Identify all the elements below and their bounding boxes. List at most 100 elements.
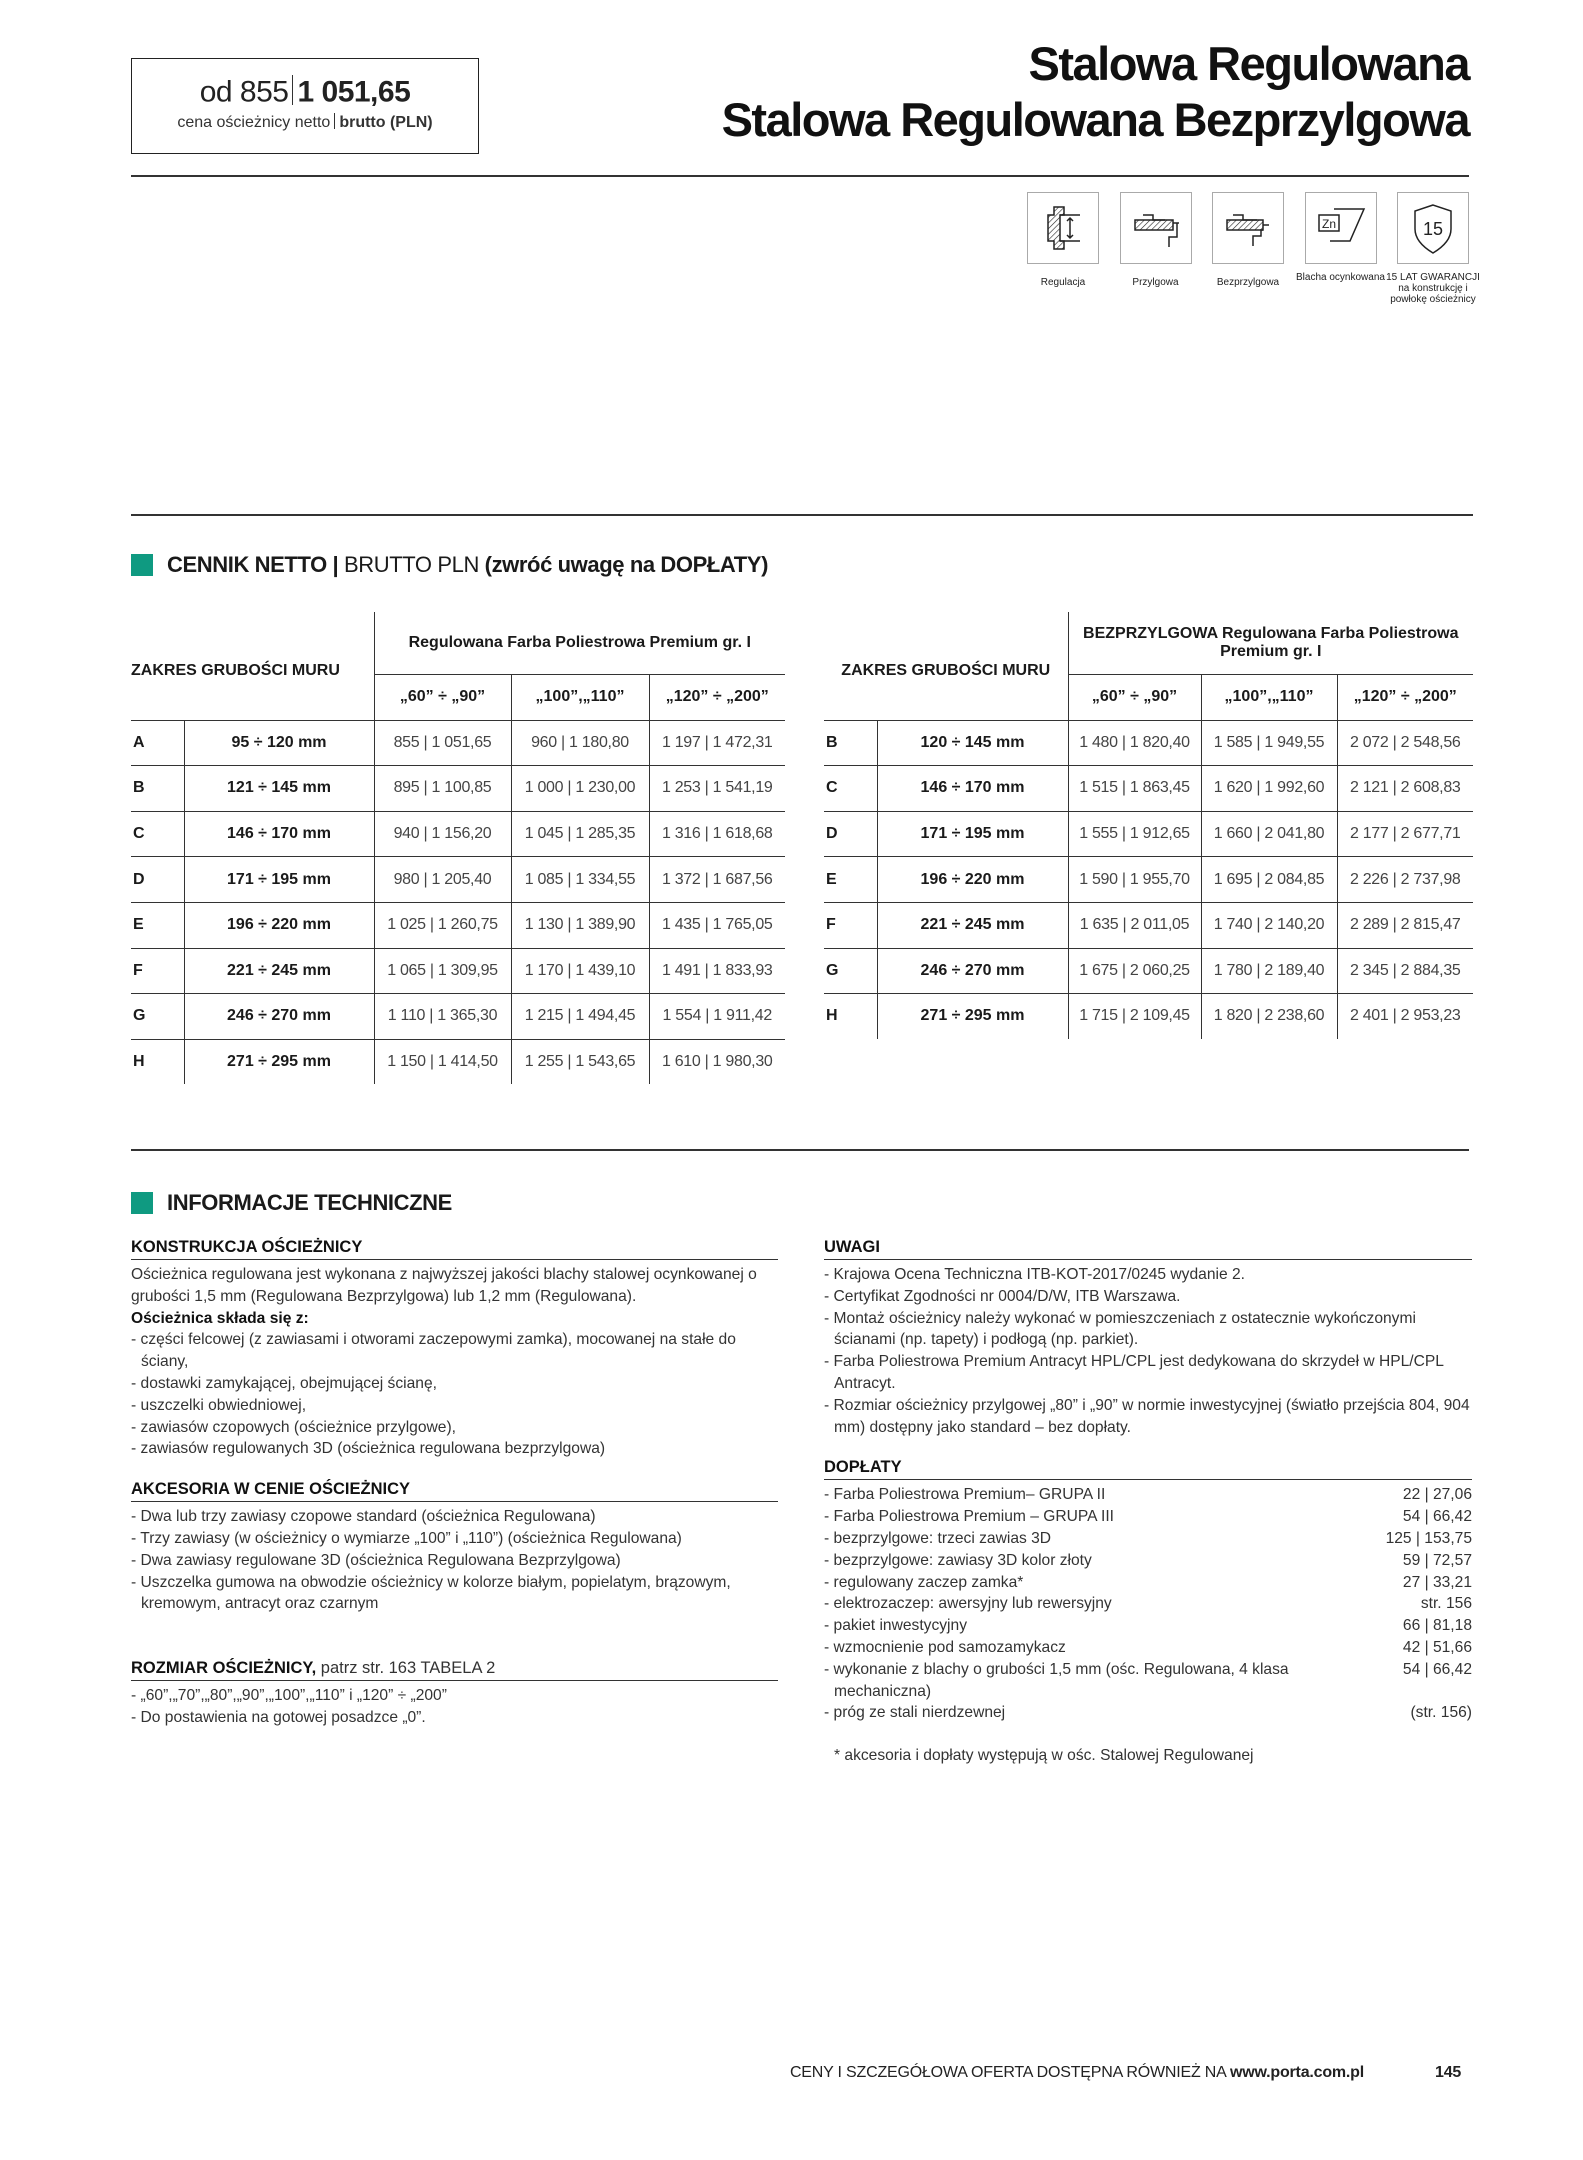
svg-text:Zn: Zn [1321, 217, 1335, 231]
surcharge-name: - elektrozaczep: awersyjny lub rewersyjn… [824, 1595, 1112, 1613]
rebated-frame-icon [1119, 192, 1192, 264]
surcharge-price: 54 | 66,42 [1402, 1508, 1472, 1526]
column-header: „60” ÷ „90” [1067, 674, 1201, 721]
price-cell: 1 045 | 1 285,35 [511, 811, 650, 858]
list-item: - zawiasów czopowych (ościeżnice przylgo… [131, 1418, 456, 1436]
row-code: G [824, 948, 878, 995]
surcharge-price: (str. 156) [1410, 1704, 1472, 1722]
row-range: 120 ÷ 145 mm [877, 720, 1069, 767]
price-cell: 1 660 | 2 041,80 [1201, 811, 1338, 858]
table-row: H 271 ÷ 295 mm 1 150 | 1 414,50 1 255 | 1 5… [131, 1039, 785, 1085]
feature-label: Przylgowa [1132, 277, 1179, 288]
table-row: B 121 ÷ 145 mm 895 | 1 100,85 1 000 | 1 230… [131, 765, 785, 812]
warranty-shield-icon: 15 [1397, 192, 1469, 264]
surcharge-row: - elektrozaczep: awersyjny lub rewersyjn… [824, 1593, 1472, 1615]
column-header: „120” ÷ „200” [1336, 674, 1473, 721]
price-cell: 1 555 | 1 912,65 [1068, 811, 1202, 858]
tech-right-column: UWAGI - Krajowa Ocena Techniczna ITB-KOT… [824, 1236, 1472, 1767]
list-item: - Uszczelka gumowa na obwodzie ościeżnic… [131, 1573, 731, 1613]
price-cell: 2 226 | 2 737,98 [1337, 856, 1473, 903]
feature-label: Bezprzylgowa [1216, 277, 1280, 288]
doplaty-footnote: * akcesoria i dopłaty występują w ośc. S… [834, 1747, 1254, 1765]
list-item: - Krajowa Ocena Techniczna ITB-KOT-2017/… [824, 1266, 1245, 1283]
table-row: G 246 ÷ 270 mm 1 110 | 1 365,30 1 215 | 1 4… [131, 993, 785, 1040]
footer-label: CENY I SZCZEGÓŁOWA OFERTA DOSTĘPNA RÓWNI… [789, 2064, 1230, 2081]
price-table: ZAKRES GRUBOŚCI MURU Regulowana Farba Pol… [131, 612, 785, 1085]
row-range: 246 ÷ 270 mm [877, 948, 1069, 995]
surcharge-row: - bezprzylgowe: zawiasy 3D kolor złoty 59… [824, 1550, 1472, 1572]
price-cell: 1 675 | 2 060,25 [1068, 948, 1202, 995]
price-cell: 1 000 | 1 230,00 [511, 765, 650, 812]
row-code: H [824, 993, 878, 1039]
list-item: - Trzy zawiasy (w ościeżnicy o wymiarze … [131, 1529, 682, 1547]
row-code: C [131, 811, 185, 858]
table-row: E 196 ÷ 220 mm 1 025 | 1 260,75 1 130 | 1 3… [131, 902, 785, 949]
price-cell: 855 | 1 051,65 [374, 720, 512, 767]
row-code: E [824, 856, 878, 903]
doplaty-title: DOPŁATY [824, 1456, 1472, 1481]
price-brutto: 1 051,65 [297, 75, 411, 109]
price-cell: 1 480 | 1 820,40 [1068, 720, 1202, 767]
table-row: E 196 ÷ 220 mm 1 590 | 1 955,70 1 695 | 2 0… [824, 856, 1473, 903]
svg-text:15: 15 [1423, 219, 1443, 239]
surcharge-price: 59 | 72,57 [1402, 1551, 1472, 1569]
column-header: „60” ÷ „90” [373, 674, 511, 721]
uwagi-title: UWAGI [824, 1236, 1472, 1260]
heading-text: INFORMACJE TECHNICZNE [167, 1190, 452, 1215]
footer-url-link[interactable]: www.porta.com.pl [1230, 2064, 1364, 2081]
surcharge-price: 42 | 51,66 [1402, 1638, 1472, 1656]
row-code: H [131, 1039, 185, 1085]
surcharge-row: - bezprzylgowe: trzeci zawias 3D 125 | 15… [824, 1528, 1472, 1550]
surcharge-name: - bezprzylgowe: zawiasy 3D kolor złoty [824, 1551, 1092, 1569]
range-header: ZAKRES GRUBOŚCI MURU [131, 612, 374, 721]
row-range: 171 ÷ 195 mm [184, 856, 375, 903]
price-cell: 1 110 | 1 365,30 [374, 993, 512, 1040]
surcharge-price: 22 | 27,06 [1402, 1486, 1472, 1504]
surcharge-row: - Farba Poliestrowa Premium– GRUPA II 22 … [824, 1484, 1472, 1506]
page-number: 145 [1435, 2064, 1462, 2081]
divider [131, 514, 1473, 516]
accent-square-icon [131, 554, 153, 576]
row-code: E [131, 902, 185, 949]
price-cell: 1 130 | 1 389,90 [511, 902, 650, 949]
divider [131, 1149, 1469, 1151]
subheader-row: „60” ÷ „90” „100”,„110” „120” ÷ „200” [824, 674, 1473, 721]
page-title-line1: Stalowa Regulowana [1028, 37, 1471, 90]
table-row: H 271 ÷ 295 mm 1 715 | 2 109,45 1 820 | 2 2… [824, 993, 1473, 1039]
row-code: B [131, 765, 185, 812]
price-cell: 1 253 | 1 541,19 [649, 765, 785, 812]
row-code: A [131, 720, 185, 767]
row-range: 271 ÷ 295 mm [184, 1039, 375, 1085]
price-cell: 2 177 | 2 677,71 [1337, 811, 1473, 858]
feature-label: Regulacja [1040, 277, 1086, 288]
surcharge-name: - wzmocnienie pod samozamykacz [824, 1638, 1066, 1656]
row-range: 221 ÷ 245 mm [184, 948, 375, 995]
list-item: - części felcowej (z zawiasami i otworam… [131, 1331, 736, 1371]
row-range: 146 ÷ 170 mm [184, 811, 375, 858]
price-cell: 1 435 | 1 765,05 [649, 902, 785, 949]
surcharge-price: 54 | 66,42 [1402, 1660, 1472, 1678]
table-row: F 221 ÷ 245 mm 1 065 | 1 309,95 1 170 | 1 4… [131, 948, 785, 995]
list-item: - Dwa zawiasy regulowane 3D (ościeżnica … [131, 1551, 621, 1569]
row-range: 196 ÷ 220 mm [184, 902, 375, 949]
table-row: C 146 ÷ 170 mm 940 | 1 156,20 1 045 | 1 285… [131, 811, 785, 858]
price-cell: 2 072 | 2 548,56 [1337, 720, 1473, 767]
price-cell: 2 345 | 2 884,35 [1337, 948, 1473, 995]
akcesoria-title: AKCESORIA W CENIE OŚCIEŻNICY [131, 1478, 778, 1503]
price-cell: 1 197 | 1 472,31 [649, 720, 785, 767]
konstrukcja-title: KONSTRUKCJA OŚCIEŻNICY [131, 1236, 778, 1260]
surcharge-price: str. 156 [1420, 1595, 1472, 1613]
price-cell: 1 740 | 2 140,20 [1201, 902, 1338, 949]
surcharge-price: 125 | 153,75 [1385, 1529, 1472, 1547]
pricelist-heading: CENNIK NETTO | BRUTTO PLN (zwróć uwagę n… [131, 552, 768, 578]
header-row: ZAKRES GRUBOŚCI MURU Regulowana Farba Pol… [131, 612, 785, 721]
flush-frame-icon [1212, 192, 1284, 264]
price-cell: 1 715 | 2 109,45 [1068, 993, 1202, 1039]
divider [131, 175, 1469, 177]
price-cell: 1 025 | 1 260,75 [374, 902, 512, 949]
price-cell: 1 170 | 1 439,10 [511, 948, 650, 995]
konstrukcja-intro: Ościeżnica regulowana jest wykonana z na… [131, 1266, 757, 1305]
row-range: 196 ÷ 220 mm [877, 856, 1069, 903]
price-cell: 1 610 | 1 980,30 [661, 1053, 773, 1071]
list-item: - zawiasów regulowanych 3D (ościeżnica r… [131, 1440, 606, 1458]
